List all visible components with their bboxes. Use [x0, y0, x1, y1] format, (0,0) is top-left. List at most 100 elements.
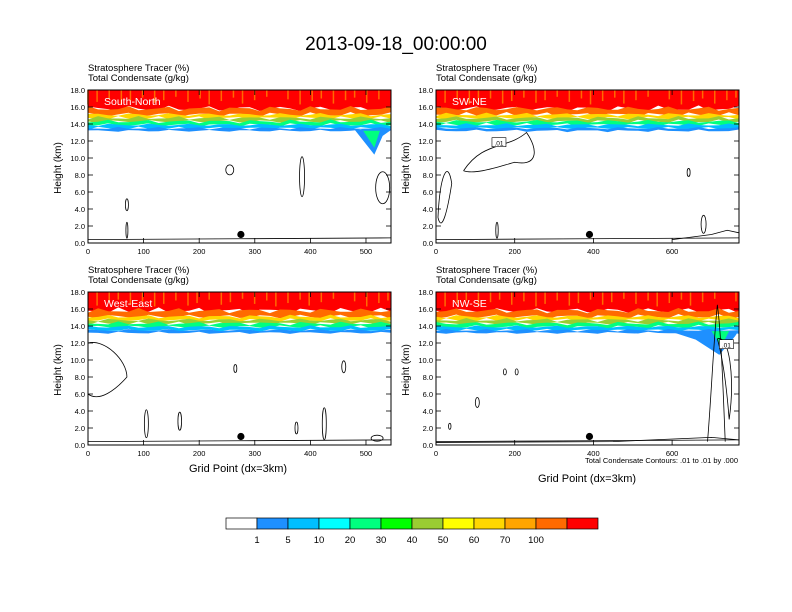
contour-note: Total Condensate Contours: .01 to .01 by…: [585, 456, 738, 465]
tracer-band-40-60: [436, 112, 739, 120]
tracer-band-60-70: [88, 308, 391, 319]
contour-label-box: [719, 339, 734, 350]
y-axis-label: Height (km): [53, 344, 64, 396]
tracer-band-1-5: [88, 126, 391, 132]
y-tick-label: 18.0: [418, 288, 433, 297]
condensate-contour: [495, 221, 499, 239]
condensate-contour: [143, 409, 149, 439]
x-tick-label: 200: [193, 449, 206, 458]
y-tick-label: 4.0: [423, 205, 433, 214]
location-marker: [237, 230, 245, 239]
y-tick-label: 8.0: [75, 171, 85, 180]
x-tick-label: 100: [137, 449, 150, 458]
colorbar-label: 60: [469, 535, 480, 546]
y-tick-label: 8.0: [75, 373, 85, 382]
colorbar-label: 5: [285, 535, 290, 546]
condensate-contour: [375, 171, 391, 205]
condensate-contour: [448, 422, 452, 430]
tracer-band-5-20: [88, 325, 391, 332]
contour-label-box: [491, 137, 507, 147]
y-tick-label: 0.0: [75, 239, 85, 248]
condensate-contour: [177, 411, 182, 431]
y-tick-label: 10.0: [70, 356, 85, 365]
y-tick-label: 14.0: [418, 322, 433, 331]
condensate-contour: [225, 164, 235, 176]
colorbar-label: 1: [254, 535, 259, 546]
location-marker: [585, 230, 594, 239]
colorbar-label: 100: [528, 535, 544, 546]
x-tick-label: 300: [249, 247, 262, 256]
y-tick-label: 12.0: [70, 339, 85, 348]
condensate-contour: [299, 156, 305, 198]
condensate-contour: [435, 439, 740, 442]
tracer-band-60-70: [436, 308, 739, 320]
condensate-contour: [437, 171, 453, 224]
condensate-contour: [370, 434, 384, 442]
x-tick-label: 500: [360, 449, 373, 458]
condensate-contour: [707, 304, 726, 442]
y-tick-label: 16.0: [70, 305, 85, 314]
tracer-band-1-5: [436, 127, 739, 133]
y-tick-label: 14.0: [418, 120, 433, 129]
y-tick-label: 0.0: [423, 441, 433, 450]
y-tick-label: 0.0: [75, 441, 85, 450]
colorbar-swatch: [256, 517, 289, 530]
y-axis-label: Height (km): [401, 142, 412, 194]
colorbar-swatch: [225, 517, 258, 530]
y-axis-label: Height (km): [401, 344, 412, 396]
condensate-contour: [341, 360, 347, 374]
condensate-contour: [87, 439, 392, 442]
contour-field-label: Total Condensate (g/kg): [436, 73, 537, 84]
x-tick-label: 200: [508, 247, 521, 256]
condensate-contour: [514, 368, 519, 376]
y-tick-label: 12.0: [418, 137, 433, 146]
y-tick-label: 18.0: [70, 288, 85, 297]
x-axis-label: Grid Point (dx=3km): [538, 473, 636, 485]
x-tick-label: 0: [434, 247, 438, 256]
y-tick-label: 4.0: [75, 407, 85, 416]
condensate-contour: [87, 237, 392, 240]
y-tick-label: 8.0: [423, 171, 433, 180]
tracer-band-30-40: [88, 116, 391, 124]
x-tick-label: 0: [86, 449, 90, 458]
colorbar-swatch: [566, 517, 599, 530]
colorbar-swatch: [442, 517, 475, 530]
panel-name: SW-NE: [452, 96, 487, 108]
x-tick-label: 600: [666, 247, 679, 256]
y-tick-label: 2.0: [423, 424, 433, 433]
condensate-contour: [435, 237, 740, 240]
x-axis-label: Grid Point (dx=3km): [189, 463, 287, 475]
x-tick-label: 500: [360, 247, 373, 256]
condensate-contour: [435, 436, 740, 443]
x-tick-label: 400: [304, 449, 317, 458]
colorbar-swatch: [504, 517, 537, 530]
tracer-band-40-60: [88, 113, 391, 120]
y-tick-label: 6.0: [423, 188, 433, 197]
condensate-contour: [700, 214, 707, 234]
panel-name: West-East: [104, 298, 152, 310]
tracer-band-60-70: [436, 106, 739, 118]
colorbar-swatch: [349, 517, 382, 530]
y-tick-label: 6.0: [423, 390, 433, 399]
colorbar-swatch: [318, 517, 351, 530]
contour-field-label: Total Condensate (g/kg): [436, 275, 537, 286]
y-tick-label: 18.0: [418, 86, 433, 95]
tracer-intrusion: [363, 130, 380, 148]
x-tick-label: 200: [508, 449, 521, 458]
contour-field-label: Total Condensate (g/kg): [88, 73, 189, 84]
colorbar-label: 20: [345, 535, 356, 546]
panel-sw-ne: Stratosphere Tracer (%) Total Condensate…: [401, 63, 740, 256]
colorbar-swatch: [287, 517, 320, 530]
x-tick-label: 300: [249, 449, 262, 458]
y-tick-label: 12.0: [418, 339, 433, 348]
plot-frame: [87, 291, 392, 446]
condensate-contour: [672, 229, 740, 240]
contour-field-label: Total Condensate (g/kg): [88, 275, 189, 286]
x-tick-label: 600: [666, 449, 679, 458]
location-marker: [237, 432, 245, 441]
condensate-contour: [87, 342, 128, 398]
colorbar-swatch: [380, 517, 413, 530]
contour-value-label: .01: [722, 343, 731, 350]
panel-nw-se: Stratosphere Tracer (%) Total Condensate…: [401, 265, 740, 485]
